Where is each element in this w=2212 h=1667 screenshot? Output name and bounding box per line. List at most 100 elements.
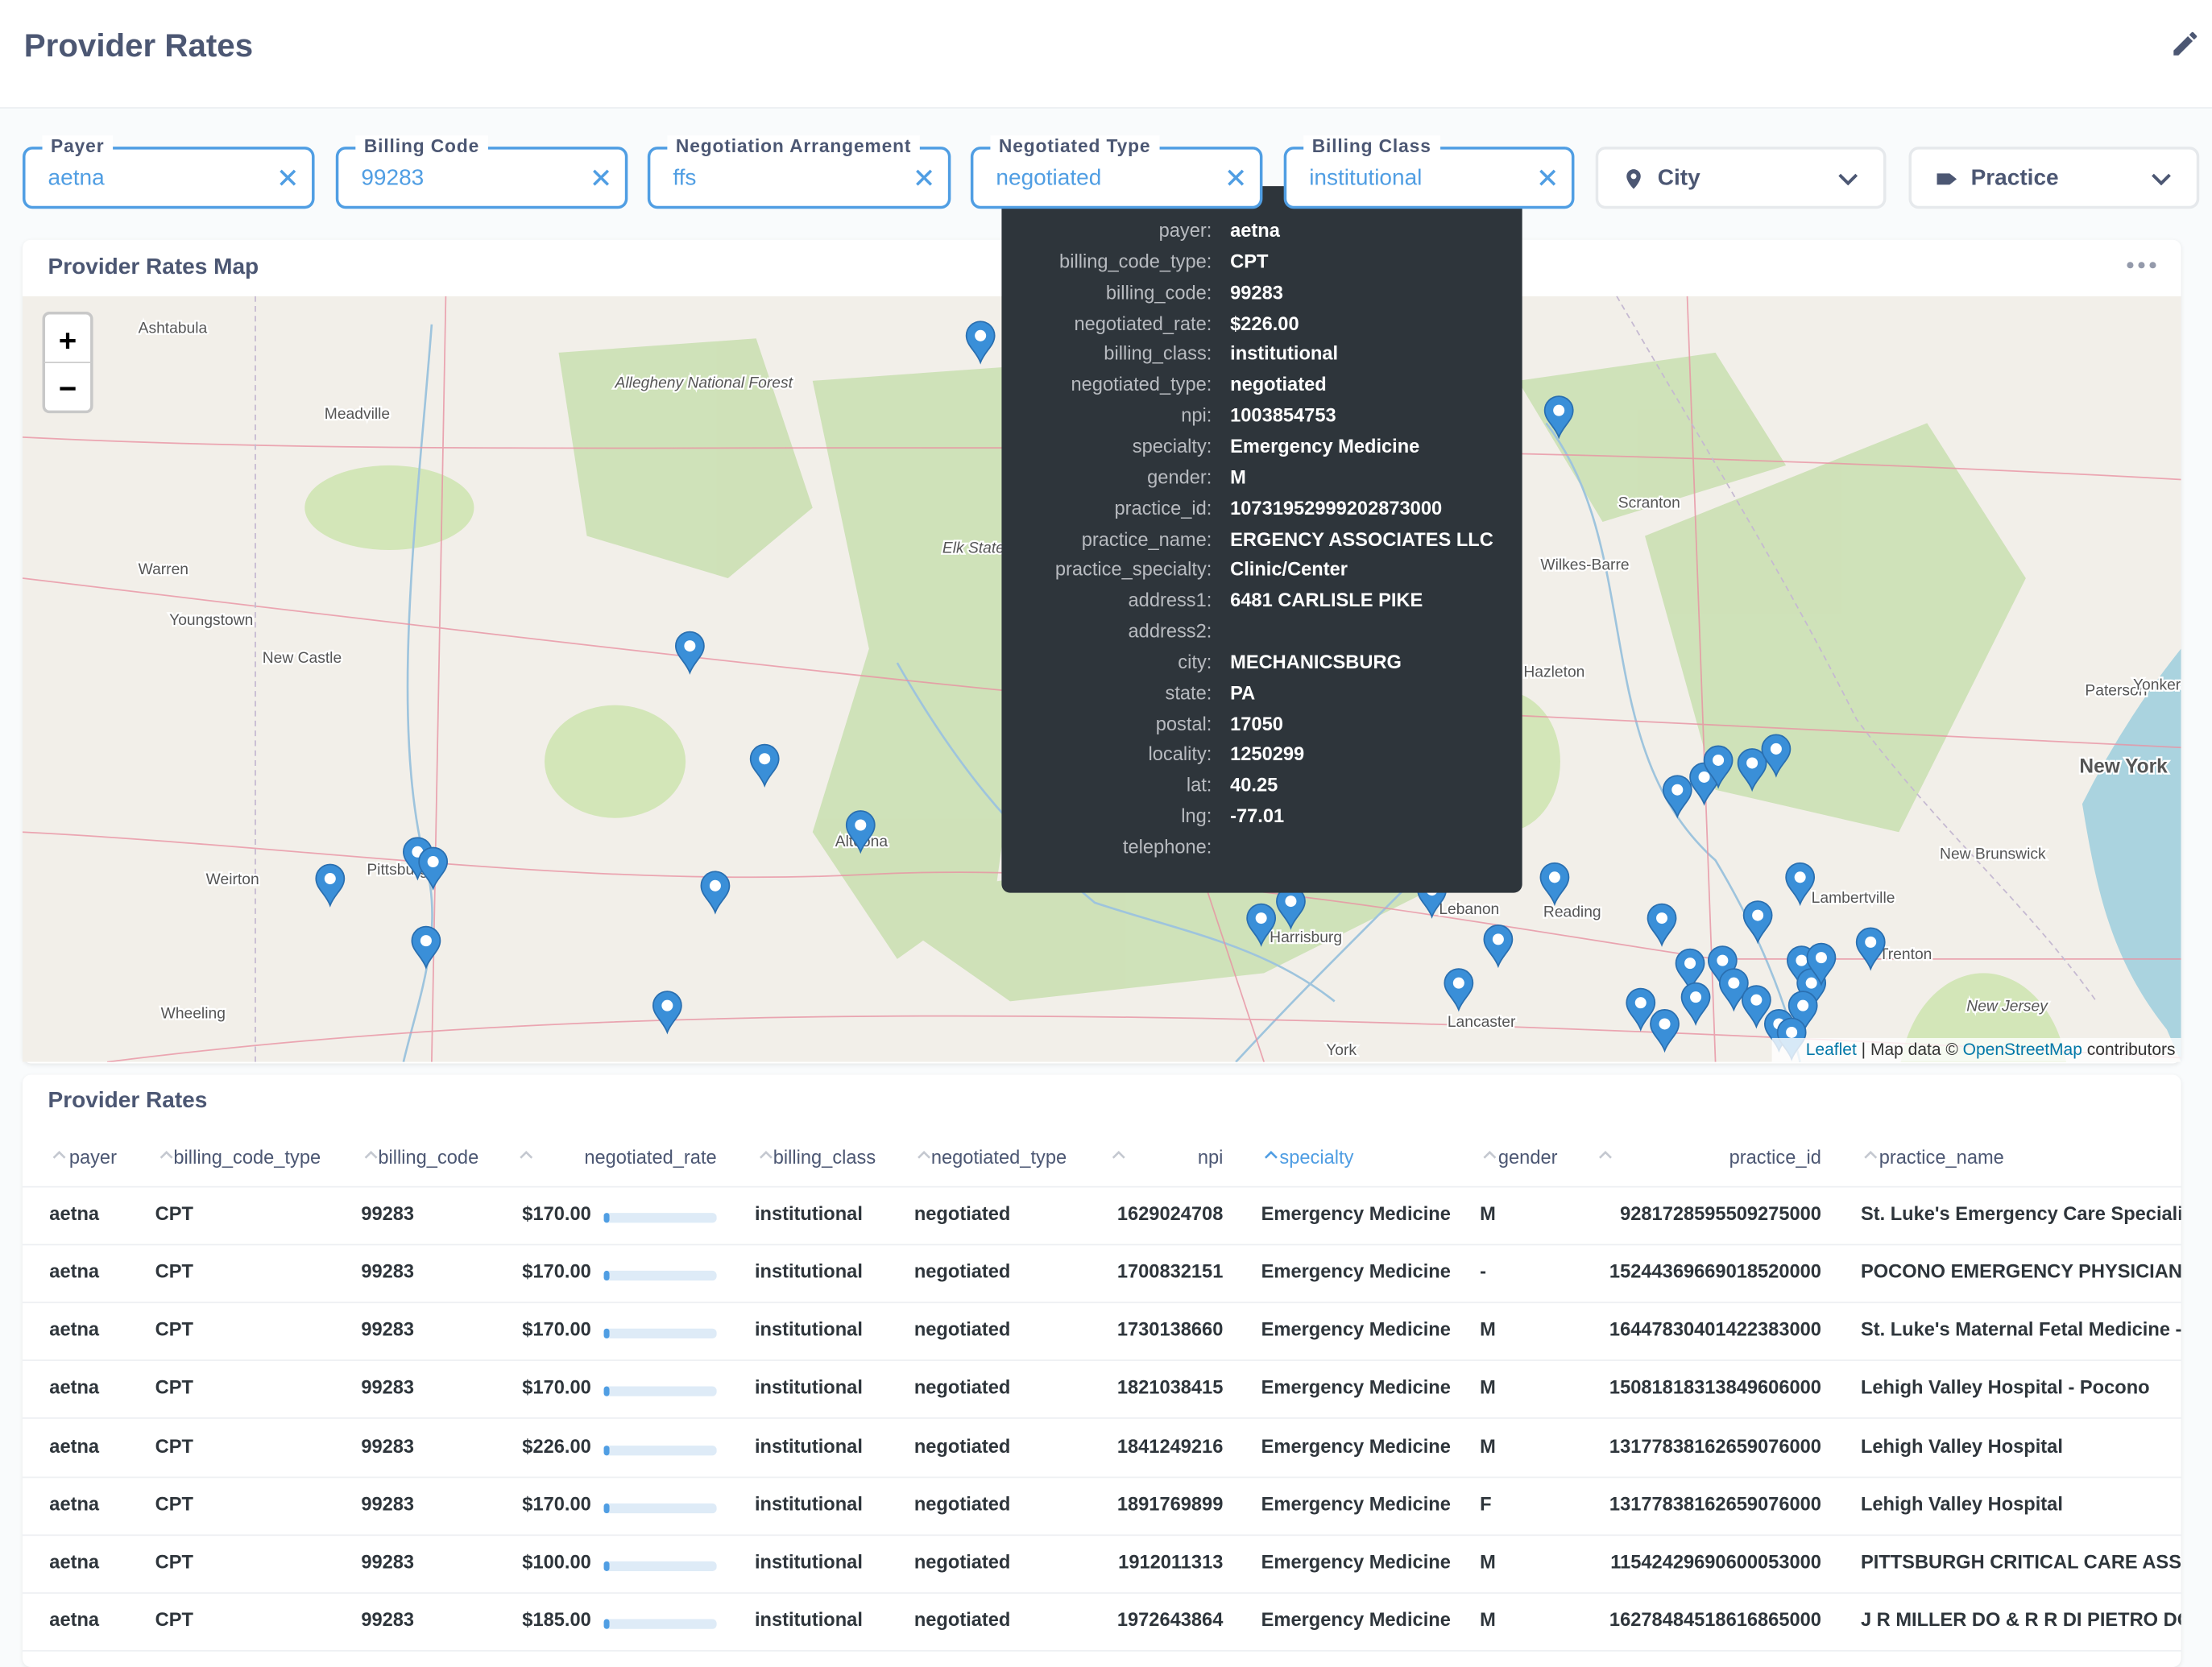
map-marker[interactable] — [1680, 982, 1711, 1026]
map-marker[interactable] — [652, 991, 682, 1035]
map-marker[interactable] — [1539, 862, 1570, 907]
filter[interactable]: Negotiated Type negotiated — [970, 135, 1263, 209]
filter-label: Negotiated Type — [990, 135, 1159, 157]
sort-icon — [1864, 1150, 1878, 1159]
map-marker[interactable] — [1662, 775, 1692, 819]
tooltip-value: 10731952999202873000 — [1230, 497, 1443, 519]
map-marker[interactable] — [1742, 900, 1773, 945]
map-marker[interactable] — [749, 743, 780, 788]
clear-icon[interactable] — [914, 168, 934, 188]
map-marker[interactable] — [1647, 903, 1677, 947]
column-header[interactable]: billing_class — [773, 1146, 876, 1169]
map-marker[interactable] — [1483, 924, 1514, 969]
filter-placeholder: Practice — [1970, 166, 2059, 191]
clear-icon[interactable] — [278, 168, 298, 188]
map-marker[interactable] — [1855, 927, 1886, 971]
column-header[interactable]: billing_code — [378, 1146, 479, 1169]
menu-icon[interactable] — [2124, 259, 2158, 271]
tooltip-value: $226.00 — [1230, 312, 1299, 334]
map-marker[interactable] — [1785, 862, 1816, 907]
map-marker[interactable] — [1703, 745, 1734, 789]
map-marker[interactable] — [845, 810, 876, 854]
filter[interactable]: Practice — [1908, 147, 2200, 209]
filter[interactable]: Payer aetna — [23, 135, 315, 209]
place-label: Lancaster — [1448, 1014, 1516, 1031]
table-cell: - — [1480, 1260, 1486, 1283]
rate-bar-track — [603, 1387, 717, 1397]
map-marker[interactable] — [1761, 734, 1792, 778]
table-cell: 1841249216 — [1116, 1435, 1224, 1457]
marker-dot — [1805, 977, 1817, 989]
map-marker[interactable] — [1650, 1009, 1680, 1053]
rate-bar-fill — [603, 1271, 610, 1281]
map-marker[interactable] — [1806, 942, 1837, 987]
table-cell: 99283 — [361, 1435, 415, 1457]
table-cell: institutional — [754, 1493, 863, 1515]
map-marker[interactable] — [1737, 748, 1767, 792]
place-label: Ashtabula — [139, 320, 208, 337]
map-marker[interactable] — [418, 846, 449, 891]
row-divider — [23, 1301, 2181, 1304]
tooltip-value: Clinic/Center — [1230, 559, 1348, 581]
column-header[interactable]: gender — [1497, 1146, 1558, 1169]
filter[interactable]: Negotiation Arrangement ffs — [647, 135, 951, 209]
filter[interactable]: City — [1595, 147, 1887, 209]
table-cell: aetna — [49, 1202, 100, 1225]
marker-body — [1647, 903, 1677, 947]
sort-icon — [364, 1150, 378, 1159]
column-header[interactable]: specialty — [1279, 1146, 1354, 1169]
tooltip-label: payer: — [1158, 220, 1212, 242]
marker-dot — [1717, 954, 1729, 966]
map-marker[interactable] — [674, 631, 705, 675]
map-marker[interactable] — [315, 863, 346, 908]
table-cell: institutional — [754, 1202, 863, 1225]
map-marker[interactable] — [1543, 395, 1574, 440]
column-header[interactable]: payer — [68, 1146, 117, 1169]
map-marker[interactable] — [1444, 968, 1474, 1012]
map-marker[interactable] — [1626, 987, 1656, 1032]
zoom-in[interactable]: + — [59, 324, 77, 358]
table-cell: CPT — [155, 1260, 193, 1283]
column-header[interactable]: negotiated_rate — [584, 1146, 717, 1169]
table-cell: $185.00 — [522, 1609, 591, 1631]
map-marker[interactable] — [411, 925, 441, 970]
place-label: New Castle — [263, 650, 342, 667]
clear-icon[interactable] — [1226, 168, 1246, 188]
clear-icon[interactable] — [1538, 168, 1558, 188]
column-header[interactable]: practice_name — [1879, 1146, 2004, 1169]
clear-icon[interactable] — [591, 168, 611, 188]
table-cell: M — [1480, 1435, 1496, 1457]
marker-body — [1539, 862, 1570, 907]
column-header[interactable]: npi — [1197, 1146, 1224, 1169]
place-label: Reading — [1543, 904, 1601, 920]
osm-link[interactable]: OpenStreetMap — [1963, 1040, 2082, 1059]
marker-body — [674, 631, 705, 675]
marker-dot — [427, 856, 439, 868]
column-header[interactable]: negotiated_type — [930, 1146, 1067, 1169]
map-marker[interactable] — [1246, 903, 1277, 947]
marker-dot — [1492, 933, 1504, 945]
icon-shape — [1937, 173, 1957, 185]
place-label: New York — [2079, 756, 2168, 778]
zoom-out[interactable]: − — [59, 372, 77, 407]
sort-shape — [1599, 1150, 1612, 1159]
marker-dot — [1865, 936, 1877, 948]
table-cell: 1629024708 — [1116, 1202, 1224, 1225]
map-marker[interactable] — [1675, 948, 1705, 992]
map-marker[interactable] — [1741, 985, 1771, 1029]
marker-body — [965, 321, 996, 365]
column-header[interactable]: practice_id — [1729, 1146, 1821, 1169]
tooltip-value: 99283 — [1230, 281, 1283, 303]
map-marker[interactable] — [965, 321, 996, 365]
place-label: Wheeling — [161, 1005, 226, 1022]
marker-dot — [1713, 754, 1725, 766]
filter[interactable]: Billing Code 99283 — [335, 135, 628, 209]
filter[interactable]: Billing Class institutional — [1283, 135, 1575, 209]
marker-dot — [1255, 912, 1267, 925]
filter-value: negotiated — [996, 166, 1102, 191]
leaflet-link[interactable]: Leaflet — [1806, 1040, 1857, 1059]
column-header[interactable]: billing_code_type — [173, 1146, 321, 1169]
map-marker[interactable] — [1787, 991, 1818, 1035]
edit-icon[interactable] — [2169, 28, 2201, 60]
map-marker[interactable] — [700, 871, 731, 915]
